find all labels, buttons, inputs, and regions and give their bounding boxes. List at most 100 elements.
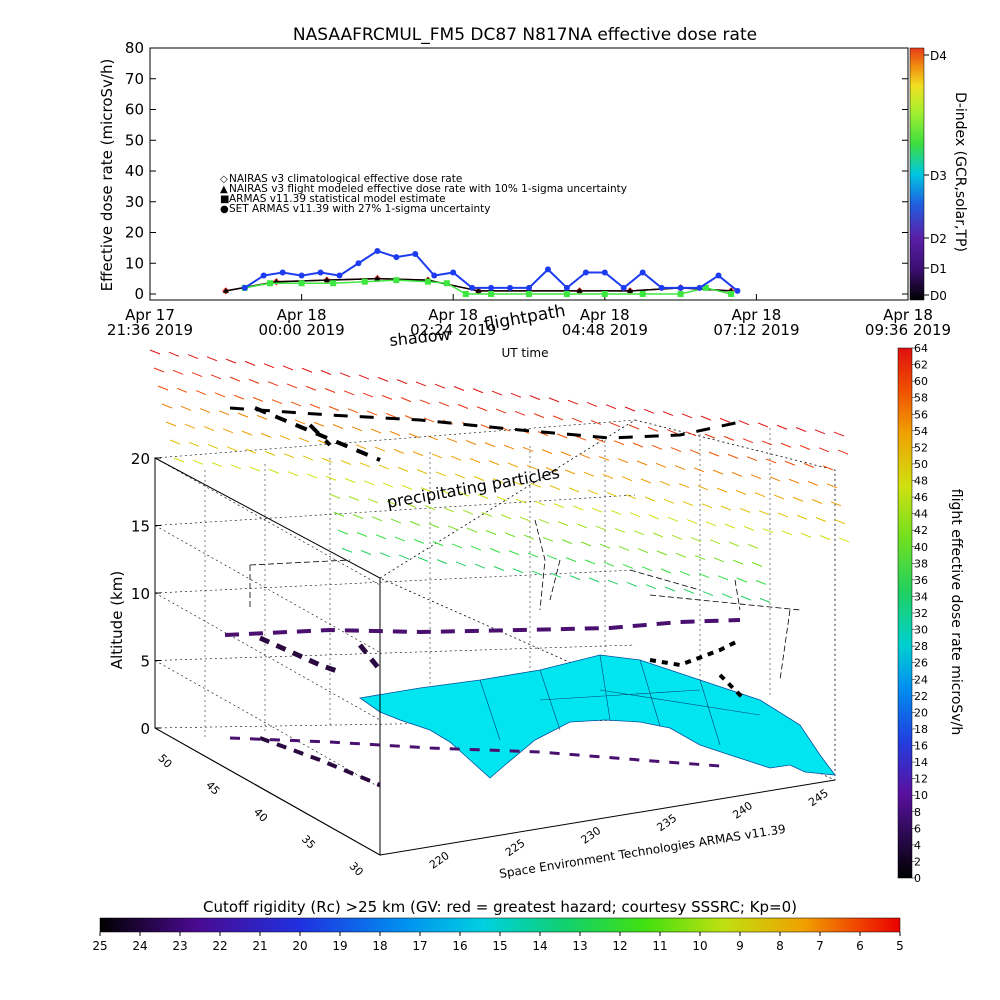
dindex-label: D-index (GCR,solar,TP) — [952, 92, 968, 252]
dose-arrow — [568, 487, 580, 493]
dose-arrow — [203, 426, 215, 432]
flightpath-mid — [224, 618, 741, 637]
dose-arrow — [237, 412, 249, 418]
dose-arrow — [320, 370, 332, 375]
dose-arrow — [488, 460, 500, 466]
dose-arrow — [424, 505, 436, 511]
dose-arrow — [168, 351, 180, 357]
series-point — [658, 284, 665, 291]
dose-arrow — [580, 541, 592, 547]
dose-arrow — [165, 421, 177, 427]
top-x-tick-label-time: 02:24 2019 — [410, 321, 496, 339]
rc-tick-label: 12 — [612, 939, 627, 953]
dose-arrow — [412, 451, 424, 457]
dose-colorbar-tick-label: 62 — [914, 359, 928, 372]
dose-arrow — [750, 474, 762, 480]
lat-tick-label: 50 — [155, 752, 174, 771]
dose-arrow — [694, 555, 706, 561]
rc-tick-label: 24 — [132, 939, 147, 953]
dose-arrow — [717, 575, 729, 581]
dose-arrow — [572, 505, 584, 511]
dose-arrow — [199, 408, 211, 414]
dose-arrow — [784, 460, 796, 466]
dose-arrow — [355, 444, 367, 450]
dose-arrow — [214, 392, 226, 398]
dose-arrow — [644, 496, 656, 502]
dose-arrow — [389, 430, 401, 436]
dose-arrow — [546, 554, 558, 560]
dose-arrow — [594, 437, 606, 443]
dose-arrow — [450, 455, 462, 461]
dose-arrow — [446, 437, 458, 443]
dose-arrow — [415, 381, 427, 387]
dose-colorbar-tick-label: 20 — [914, 706, 928, 719]
dose-arrow — [666, 429, 678, 435]
dose-arrow — [325, 475, 337, 481]
dose-arrow — [698, 573, 710, 579]
dose-arrow — [481, 512, 493, 517]
dose-arrow — [602, 473, 614, 479]
series-point — [601, 269, 608, 276]
lon-tick-label: 220 — [427, 849, 452, 872]
dose-arrow — [321, 457, 333, 463]
dose-arrow — [576, 523, 588, 529]
rc-tick-label: 25 — [92, 939, 107, 953]
dindex-tick-label: D0 — [930, 289, 947, 303]
dose-arrow — [405, 502, 417, 508]
series-point — [462, 291, 469, 297]
legend-text: NAIRAS v3 climatological effective dose … — [229, 173, 462, 185]
dose-arrow — [664, 586, 676, 592]
dose-arrow — [531, 570, 543, 576]
dose-arrow — [605, 404, 617, 410]
rc-tick-label: 15 — [492, 939, 507, 953]
dose-arrow — [241, 430, 253, 436]
series-point — [734, 287, 741, 294]
grid-line-left — [154, 660, 381, 788]
annotation-particles: precipitating particles — [385, 463, 561, 512]
dose-colorbar-tick-label: 64 — [914, 342, 928, 355]
dose-arrow — [624, 406, 636, 412]
dose-arrow — [173, 457, 185, 463]
dose-arrow — [800, 532, 812, 538]
dindex-ticks: D4 D3 D2 D1 D0 — [924, 49, 947, 303]
dose-arrow — [427, 435, 439, 441]
dose-arrow — [618, 545, 630, 551]
dose-arrow — [514, 410, 526, 416]
dose-arrow — [363, 480, 375, 486]
dose-arrow — [408, 433, 420, 439]
dose-arrow — [670, 447, 682, 453]
dose-colorbar-bar — [897, 347, 913, 879]
series-point — [361, 278, 368, 285]
top-y-tick-label: 20 — [125, 224, 144, 242]
dose-arrow — [633, 530, 645, 536]
dose-arrow — [256, 414, 268, 420]
dose-arrow — [503, 444, 515, 450]
dose-arrow — [436, 559, 448, 565]
series-point — [620, 284, 627, 291]
dose-arrow — [541, 449, 553, 455]
profile-lines — [249, 519, 801, 681]
dose-arrow — [211, 462, 223, 468]
dose-arrow — [765, 458, 777, 464]
top-x-tick-label-time: 07:12 2019 — [713, 321, 799, 339]
dose-arrow — [614, 527, 626, 533]
dose-arrow — [381, 394, 393, 400]
dose-arrow — [549, 485, 561, 491]
dose-arrow — [560, 451, 572, 457]
dose-arrow — [359, 462, 371, 468]
dose-arrow — [622, 563, 634, 569]
series-point — [526, 284, 532, 291]
dose-arrow — [500, 514, 512, 520]
series-point — [450, 269, 457, 276]
dose-arrow — [641, 566, 653, 572]
dose-arrow — [660, 568, 672, 574]
dose-arrow — [271, 399, 283, 405]
dose-arrow — [474, 563, 486, 569]
dose-arrow — [413, 538, 425, 544]
dose-arrow — [651, 444, 663, 450]
top-legend: ◇ NAIRAS v3 climatological effective dose… — [220, 173, 627, 215]
rc-tick-label: 22 — [212, 939, 227, 953]
legend-marker: ◇ — [220, 174, 228, 185]
dose-arrow — [470, 545, 482, 551]
dose-arrow — [341, 547, 353, 553]
